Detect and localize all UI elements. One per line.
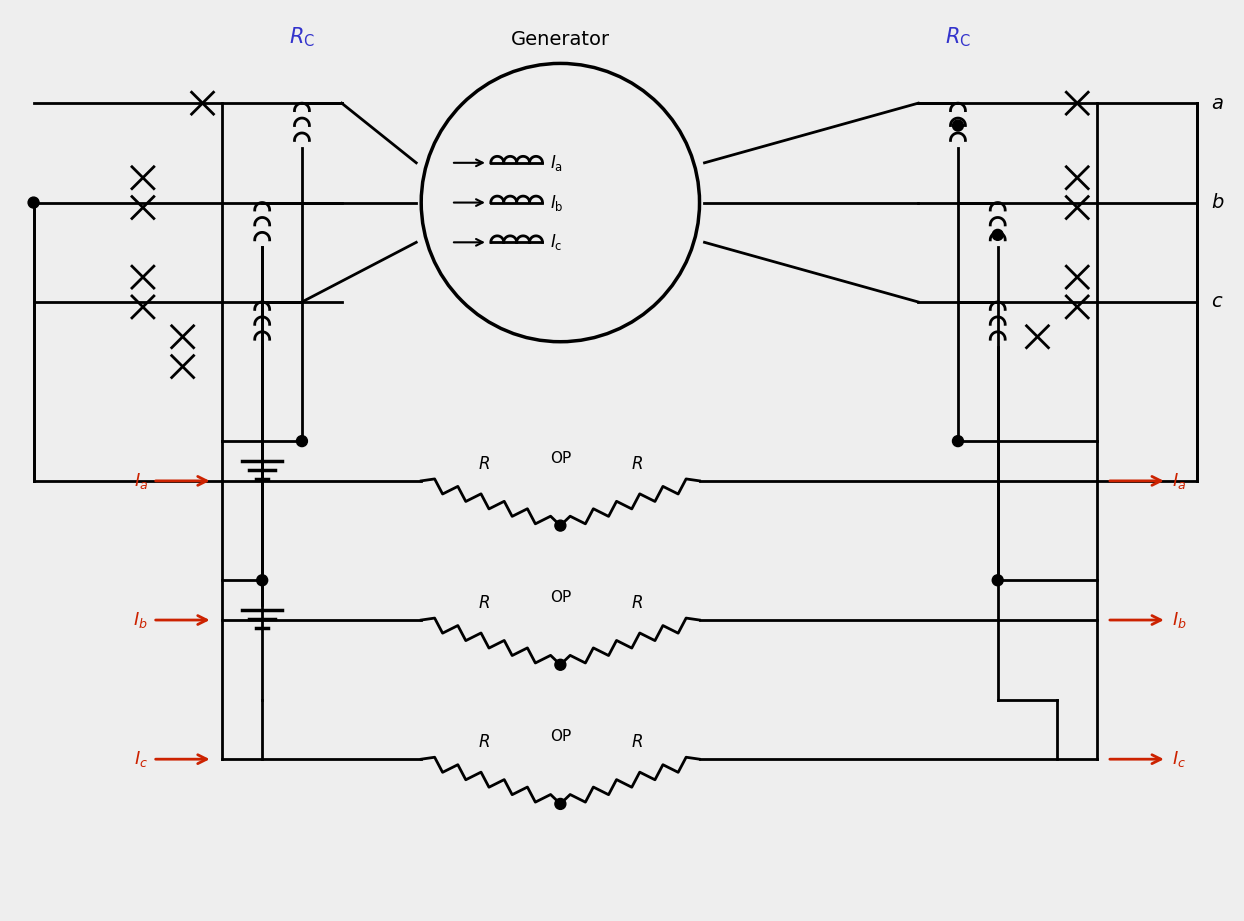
Text: $R$: $R$ xyxy=(631,733,643,752)
Text: c: c xyxy=(1212,293,1222,311)
Circle shape xyxy=(296,436,307,447)
Text: $I_a$: $I_a$ xyxy=(133,471,148,491)
Text: OP: OP xyxy=(550,729,571,744)
Circle shape xyxy=(29,197,39,208)
Circle shape xyxy=(953,436,963,447)
Circle shape xyxy=(993,229,1003,240)
Circle shape xyxy=(555,520,566,531)
Text: $I_a$: $I_a$ xyxy=(1172,471,1186,491)
Text: $I_c$: $I_c$ xyxy=(134,749,148,769)
Text: $I_{\rm b}$: $I_{\rm b}$ xyxy=(550,192,564,213)
Text: $I_{\rm c}$: $I_{\rm c}$ xyxy=(550,232,564,252)
Text: $I_b$: $I_b$ xyxy=(1172,610,1187,630)
Text: $I_{\rm a}$: $I_{\rm a}$ xyxy=(550,153,564,173)
Circle shape xyxy=(555,659,566,670)
Text: $R_{\rm C}$: $R_{\rm C}$ xyxy=(945,25,972,49)
Text: OP: OP xyxy=(550,451,571,466)
Text: a: a xyxy=(1212,94,1223,112)
Circle shape xyxy=(256,575,267,586)
Circle shape xyxy=(953,120,963,131)
Text: $R$: $R$ xyxy=(631,455,643,472)
Circle shape xyxy=(993,575,1003,586)
Text: b: b xyxy=(1212,193,1224,212)
Text: $I_c$: $I_c$ xyxy=(1172,749,1186,769)
Text: $R$: $R$ xyxy=(631,594,643,612)
Text: Generator: Generator xyxy=(511,29,610,49)
Text: $R_{\rm C}$: $R_{\rm C}$ xyxy=(289,25,315,49)
Text: $R$: $R$ xyxy=(478,594,490,612)
Text: $I_b$: $I_b$ xyxy=(133,610,148,630)
Text: $R$: $R$ xyxy=(478,733,490,752)
Circle shape xyxy=(555,799,566,810)
Text: $R$: $R$ xyxy=(478,455,490,472)
Text: OP: OP xyxy=(550,590,571,605)
